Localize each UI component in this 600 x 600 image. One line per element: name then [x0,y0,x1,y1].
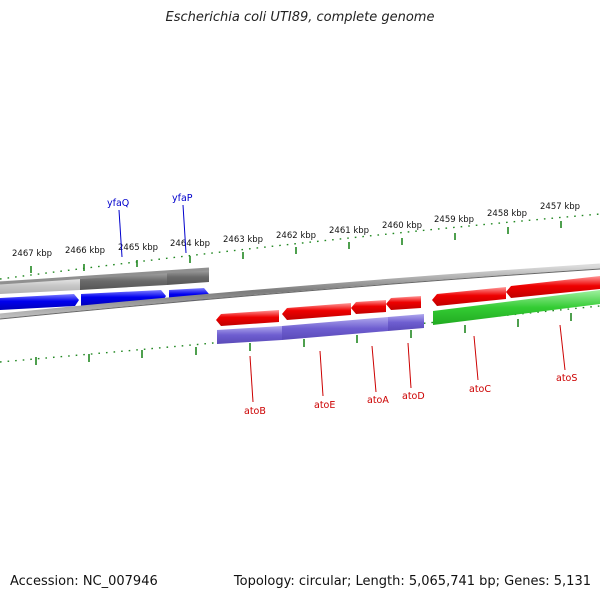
gene-label-atoC: atoC [469,384,491,395]
reverse-genes [216,276,600,326]
red-gene-arrow [386,296,421,310]
gene-label-atoA: atoA [367,395,389,406]
scale-labels: 2467 kbp 2466 kbp 2465 kbp 2464 kbp 2463… [12,202,580,259]
top-label-lines [118,204,187,258]
top-backbone [0,267,210,285]
red-gene-arrow [216,310,279,326]
outer-major-ticks [30,221,562,273]
blue-gene-arrow [0,294,79,310]
inner-major-ticks [35,313,572,365]
map-title: Escherichia coli UTI89, complete genome [165,10,435,25]
scale-label: 2464 kbp [170,239,210,249]
gene-label-atoE: atoE [314,400,335,411]
gene-label-atoB: atoB [244,406,266,417]
purple-feature [282,317,388,340]
genome-backbone-shadow [0,268,600,320]
scale-label: 2460 kbp [382,221,422,231]
gray-feature-2 [167,269,209,285]
red-gene-arrow [282,303,351,320]
green-feature [433,290,600,325]
gene-label-atoD: atoD [402,391,425,402]
genome-backbone [0,263,600,319]
bottom-gene-labels: atoB atoE atoA atoD atoC atoS [244,373,577,417]
top-gene-labels: yfaQ yfaP [107,193,193,209]
purple-feature [388,314,424,331]
purple-feature [217,326,282,344]
red-gene-arrow [432,287,506,306]
scale-label: 2465 kbp [118,243,158,253]
scale-label: 2467 kbp [12,249,52,259]
lower-feature-track [217,290,600,344]
scale-label: 2466 kbp [65,246,105,256]
scale-label: 2461 kbp [329,226,369,236]
accession-text: Accession: NC_007946 [10,574,158,589]
gene-label-yfaP: yfaP [172,193,193,204]
gene-label-yfaQ: yfaQ [107,198,129,209]
genome-summary-text: Topology: circular; Length: 5,065,741 bp… [233,574,591,589]
scale-label: 2462 kbp [276,231,316,241]
scale-label: 2458 kbp [487,209,527,219]
red-gene-arrow [351,300,386,314]
scale-label: 2459 kbp [434,215,474,225]
scale-label: 2463 kbp [223,235,263,245]
bottom-label-lines [249,324,566,403]
gene-label-atoS: atoS [556,373,577,384]
red-gene-arrow [506,276,600,298]
scale-label: 2457 kbp [540,202,580,212]
